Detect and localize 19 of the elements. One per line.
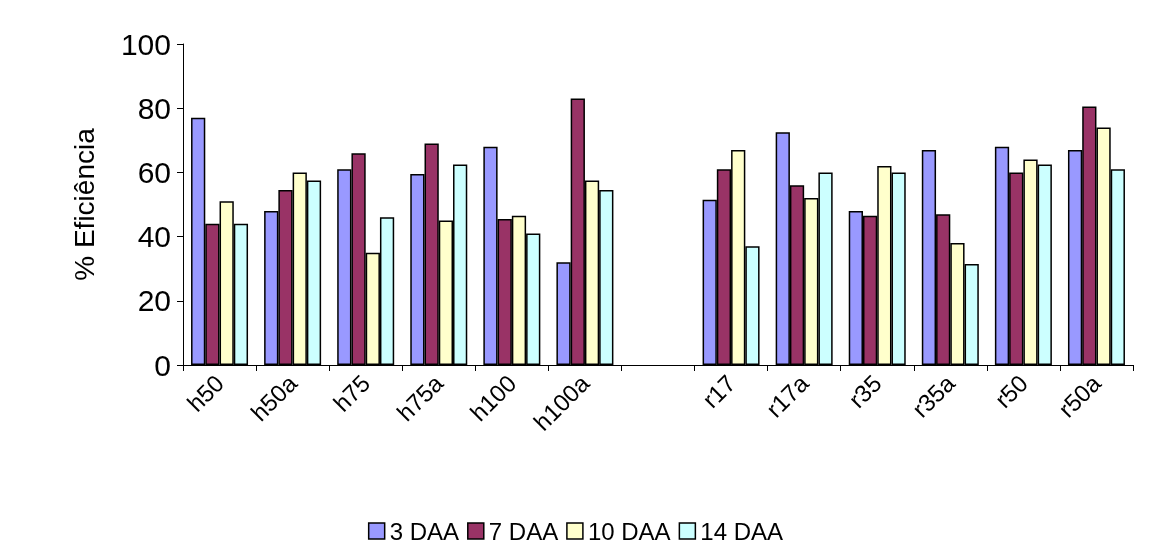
x-tick-label: r17a bbox=[760, 368, 815, 423]
y-tick-label: 0 bbox=[154, 348, 171, 382]
y-tick-label: 100 bbox=[120, 27, 171, 61]
x-tick-label: r35a bbox=[906, 368, 961, 423]
x-tick-label: h50 bbox=[181, 369, 230, 417]
y-axis-title: % Eficiência bbox=[68, 127, 100, 281]
x-tick-label: r35 bbox=[843, 369, 887, 414]
x-tick-label: r50a bbox=[1052, 368, 1107, 423]
x-tick-label: r50 bbox=[989, 369, 1033, 414]
legend-label: 3 DAA bbox=[389, 517, 460, 545]
y-tick-label: 20 bbox=[137, 284, 171, 318]
y-tick-label: 60 bbox=[137, 155, 171, 189]
x-tick-label: r17 bbox=[697, 369, 741, 414]
y-tick-label: 40 bbox=[137, 220, 171, 254]
legend-label: 10 DAA bbox=[587, 517, 671, 545]
legend-label: 14 DAA bbox=[700, 517, 784, 545]
y-tick-label: 80 bbox=[137, 91, 171, 125]
legend-label: 7 DAA bbox=[488, 517, 559, 545]
x-tick-label: h75 bbox=[327, 369, 376, 417]
